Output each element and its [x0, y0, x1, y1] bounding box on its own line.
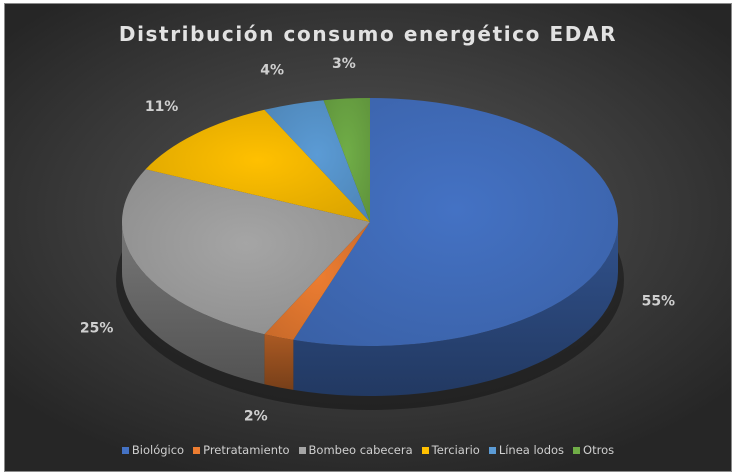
legend-item-biologico: Biológico [121, 443, 185, 457]
legend-swatch [488, 446, 496, 454]
pie-side-bombeo-cabecera [122, 222, 265, 385]
data-label-pretratamiento: 2% [244, 408, 268, 424]
data-label-linea-lodos: 4% [260, 62, 284, 78]
pie-chart: 55% 2% 25% 11% 4% 3% [80, 56, 676, 424]
legend-item-otros: Otros [573, 443, 614, 457]
pie-side-biologico [293, 222, 618, 396]
legend-label: Bombeo cabecera [308, 443, 413, 457]
legend-item-linea-lodos: Línea lodos [488, 443, 565, 457]
legend-label: Línea lodos [498, 443, 565, 457]
pie-side-pretratamiento [264, 334, 294, 390]
chart-title: Distribución consumo energético EDAR [118, 22, 618, 46]
legend-label: Terciario [431, 443, 480, 457]
pie-slice-pretratamiento [264, 222, 370, 340]
pie-slice-bombeo-cabecera [121, 169, 371, 335]
data-label-bombeo-cabecera: 25% [80, 320, 114, 336]
pie-slice-biologico [293, 98, 619, 346]
pie-slice-linea-lodos [264, 100, 370, 222]
legend-swatch [298, 446, 306, 454]
data-label-otros: 3% [332, 56, 356, 72]
legend-swatch [193, 446, 201, 454]
data-label-terciario: 11% [145, 99, 179, 115]
legend: Biológico Pretratamiento Bombeo cabecera Te… [5, 443, 731, 457]
data-label-biologico: 55% [642, 293, 676, 309]
legend-swatch [573, 446, 581, 454]
chart-frame: Distribución consumo energético EDAR 55%… [4, 3, 732, 472]
legend-label: Pretratamiento [203, 443, 290, 457]
legend-label: Otros [583, 443, 615, 457]
pie-slice-otros [323, 98, 370, 222]
legend-label: Biológico [131, 443, 185, 457]
legend-swatch [121, 446, 129, 454]
legend-item-pretratamiento: Pretratamiento [193, 443, 290, 457]
legend-item-bombeo-cabecera: Bombeo cabecera [298, 443, 413, 457]
pie-slice-terciario [145, 109, 370, 222]
legend-item-terciario: Terciario [421, 443, 480, 457]
legend-swatch [421, 446, 429, 454]
